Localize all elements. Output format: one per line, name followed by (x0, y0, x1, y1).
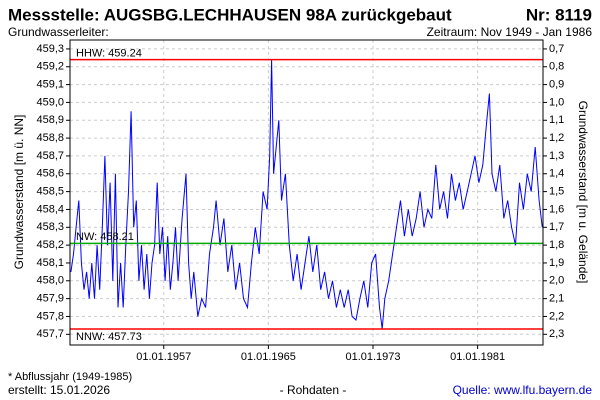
x-tick-label: 01.01.1957 (136, 351, 191, 363)
subtitle-left: Grundwasserleiter: (8, 25, 109, 39)
y-tick-label: 458,7 (36, 150, 64, 162)
y2-tick-label: 0,8 (549, 61, 564, 73)
plot-frame (69, 39, 544, 346)
reference-label: HHW: 459.24 (76, 48, 142, 60)
y2-axis-label: Grundwasserstand [m u. Gelände] (576, 101, 590, 284)
y2-tick-label: 2,2 (549, 310, 564, 322)
y-tick-label: 458,1 (36, 257, 64, 269)
x-tick-label: 01.01.1965 (241, 351, 296, 363)
y2-tick-label: 1,9 (549, 257, 564, 269)
y-tick-label: 459,0 (36, 96, 64, 108)
y2-tick-label: 0,7 (549, 43, 564, 55)
y-tick-label: 458,6 (36, 168, 64, 180)
x-tick-label: 01.01.1973 (345, 351, 400, 363)
reference-label: NW: 458.21 (76, 231, 134, 243)
y2-tick-label: 1,1 (549, 114, 564, 126)
footnote: * Abflussjahr (1949-1985) (8, 371, 132, 383)
x-tick-label: 01.01.1981 (450, 351, 505, 363)
y2-tick-label: 1,8 (549, 239, 564, 251)
chart-title: Messstelle: AUGSBG.LECHHAUSEN 98A zurück… (8, 5, 452, 24)
y2-tick-label: 1,7 (549, 221, 564, 233)
y2-tick-label: 1,3 (549, 150, 564, 162)
y-tick-label: 458,5 (36, 186, 64, 198)
y-tick-label: 458,0 (36, 275, 64, 287)
y2-tick-label: 1,2 (549, 132, 564, 144)
y2-tick-label: 2,0 (549, 275, 564, 287)
y-tick-label: 458,2 (36, 239, 64, 251)
y2-tick-label: 1,4 (549, 168, 564, 180)
data-kind: - Rohdaten - (280, 383, 347, 397)
y-tick-label: 459,3 (36, 43, 64, 55)
subtitle-right: Zeitraum: Nov 1949 - Jan 1986 (427, 25, 593, 39)
reference-label: NNW: 457.73 (76, 331, 142, 343)
y-tick-label: 459,1 (36, 78, 64, 90)
y-tick-label: 457,9 (36, 293, 64, 305)
y2-tick-label: 1,0 (549, 96, 564, 108)
y-tick-label: 458,4 (36, 203, 64, 215)
y2-tick-label: 2,3 (549, 328, 564, 340)
station-number: Nr: 8119 (526, 5, 592, 24)
y2-tick-label: 1,5 (549, 186, 564, 198)
y-tick-label: 458,8 (36, 132, 64, 144)
y-tick-label: 458,3 (36, 221, 64, 233)
y2-tick-label: 2,1 (549, 293, 564, 305)
y-tick-label: 457,8 (36, 310, 64, 322)
y2-tick-label: 0,9 (549, 78, 564, 90)
created-date: erstellt: 15.01.2026 (8, 383, 110, 397)
source: Quelle: www.lfu.bayern.de (453, 383, 593, 397)
y-tick-label: 458,9 (36, 114, 64, 126)
y-tick-label: 457,7 (36, 328, 64, 340)
y2-tick-label: 1,6 (549, 203, 564, 215)
y-axis-label: Grundwasserstand [m ü. NN] (12, 115, 26, 270)
y-tick-label: 459,2 (36, 61, 64, 73)
data-line (70, 59, 543, 329)
